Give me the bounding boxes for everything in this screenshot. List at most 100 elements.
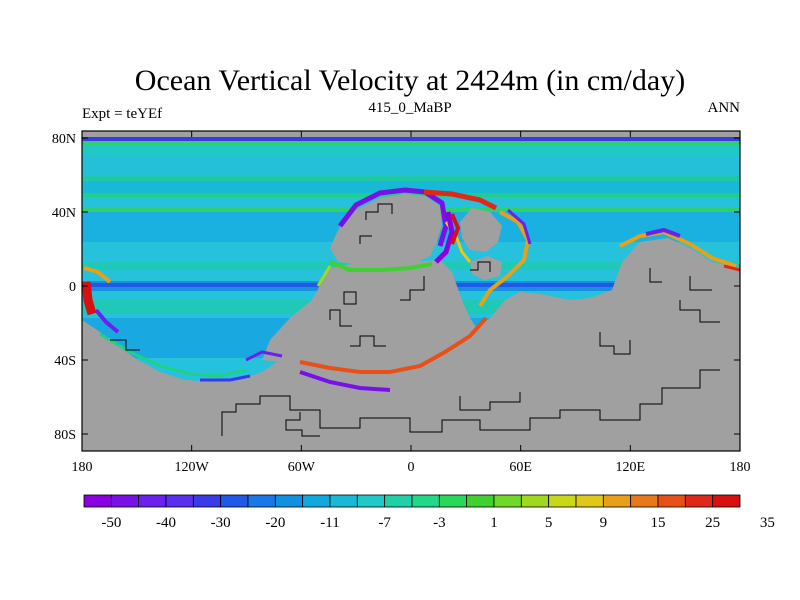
lon-tick-label: 180	[72, 460, 93, 475]
lon-axis: 180 120W 60W 0 60E 120E 180	[72, 131, 751, 475]
colorbar-box	[466, 494, 495, 508]
lon-tick-label: 60E	[509, 460, 532, 475]
colorbar-box	[274, 494, 304, 508]
colorbar-label: -30	[211, 515, 231, 531]
colorbar-box	[575, 494, 604, 508]
south-polar-land	[82, 366, 740, 451]
colorbar-label: -40	[156, 515, 176, 531]
velocity-rim	[645, 227, 681, 238]
coastline	[350, 335, 386, 347]
baltica-land	[460, 208, 502, 252]
colorbar-label: 35	[760, 515, 775, 531]
field-band	[82, 181, 740, 193]
velocity-rim	[200, 374, 251, 382]
velocity-rim	[507, 208, 532, 245]
field-band	[82, 175, 740, 181]
coastline	[400, 276, 425, 301]
coastline	[110, 339, 140, 351]
velocity-rim	[245, 350, 283, 362]
lon-tick-label: 0	[408, 460, 415, 475]
velocity-rim	[619, 229, 737, 268]
lon-tick-label: 60W	[288, 460, 316, 475]
lon-tick-label: 120E	[616, 460, 646, 475]
coastline	[649, 268, 662, 283]
colorbar-label: 9	[600, 515, 608, 531]
colorbar-label: -50	[101, 515, 121, 531]
lon-tick-label: 120W	[175, 460, 210, 475]
velocity-rim	[434, 211, 455, 264]
colorbar-box	[630, 494, 659, 508]
velocity-rim	[94, 308, 120, 334]
colorbar-box	[165, 494, 194, 508]
field-band	[82, 155, 740, 175]
field-band	[82, 137, 740, 141]
lat-tick-label: 40S	[54, 354, 76, 369]
colorbar-box	[110, 494, 140, 508]
colorbar-box	[548, 494, 577, 508]
colorbar-label: -11	[320, 515, 339, 531]
colorbar-label: 25	[705, 515, 720, 531]
map-panel	[82, 131, 740, 451]
velocity-rim	[299, 316, 488, 374]
velocity-rim	[723, 264, 740, 272]
colorbar-box	[329, 494, 358, 508]
lon-tick-label: 180	[730, 460, 751, 475]
coastline	[459, 392, 521, 411]
colorbar-label: 1	[490, 515, 498, 531]
lat-tick-label: 80S	[54, 428, 76, 443]
velocity-rim	[450, 213, 461, 245]
colorbar-box	[356, 494, 386, 508]
lat-axis: 80N 40N 0 40S 80S	[52, 132, 740, 443]
colorbar-label: -3	[433, 515, 446, 531]
colorbar-box	[493, 494, 522, 508]
coastline	[343, 291, 357, 305]
coastlines	[110, 203, 720, 437]
velocity-rim	[82, 281, 97, 316]
velocity-rim	[83, 266, 112, 284]
colorbar-label: 15	[651, 515, 666, 531]
lat-tick-label: 40N	[52, 206, 76, 221]
velocity-rim	[99, 332, 247, 378]
colorbar-label: 5	[545, 515, 553, 531]
velocity-rim	[423, 189, 498, 211]
velocity-rim	[299, 370, 391, 392]
colorbar-box	[192, 494, 222, 508]
season-label: ANN	[708, 100, 741, 116]
coastline	[599, 332, 631, 355]
coastline	[365, 203, 393, 220]
velocity-rim	[478, 210, 530, 308]
expt-label: Expt = teYEf	[82, 106, 162, 122]
coastline	[285, 412, 320, 437]
colorbar-box	[684, 494, 714, 508]
coastline	[329, 309, 352, 327]
colorbar-box	[602, 494, 632, 508]
coastline	[679, 300, 720, 323]
colorbar-box	[138, 494, 167, 508]
lat-tick-label: 0	[69, 280, 76, 295]
velocity-rim	[316, 265, 332, 287]
laurentia-land	[330, 194, 442, 266]
colorbar-box	[247, 494, 276, 508]
velocity-rim	[338, 187, 449, 247]
colorbar-label: -20	[265, 515, 285, 531]
colorbar-box	[712, 494, 741, 508]
colorbar-box	[520, 494, 550, 508]
coastline	[689, 276, 712, 291]
colorbar-box	[83, 494, 112, 508]
colorbar-box	[657, 494, 686, 508]
colorbar-box	[411, 494, 440, 508]
coastline	[470, 261, 491, 272]
velocity-rim	[329, 260, 433, 272]
coastline	[221, 369, 720, 436]
coastline	[359, 235, 372, 244]
colorbar-box	[384, 494, 413, 508]
lat-tick-label: 80N	[52, 132, 76, 147]
colorbar-label: -7	[378, 515, 391, 531]
colorbar-box	[438, 494, 468, 508]
colorbar-box	[302, 494, 331, 508]
colorbar-box	[220, 494, 249, 508]
field-band	[82, 145, 740, 155]
colorbar: -50-40-30-20-11-7-315915253545	[83, 494, 775, 531]
time-label: 415_0_MaBP	[368, 100, 451, 116]
